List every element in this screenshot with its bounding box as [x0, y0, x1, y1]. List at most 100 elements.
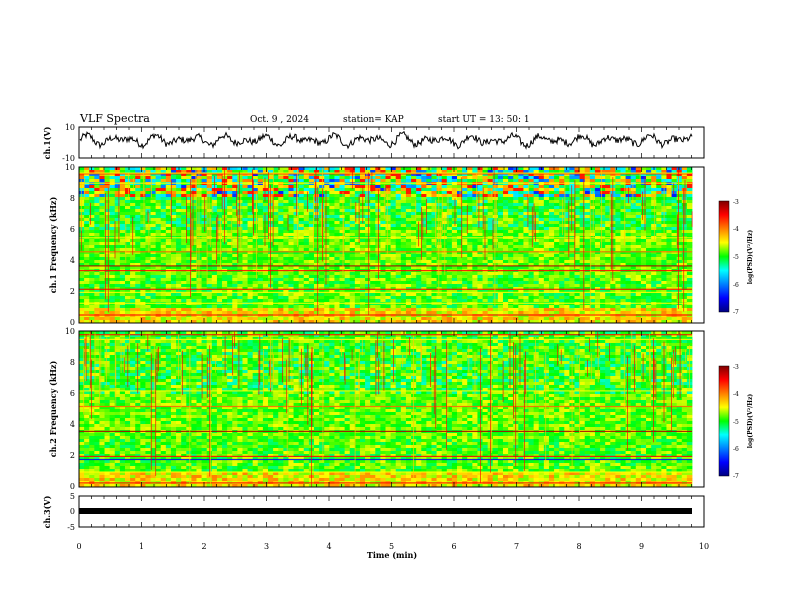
spec1-spike-66 — [198, 170, 200, 290]
spec1-spike-91 — [325, 190, 327, 285]
ch3-waveform-panel: 5 0 -5 ch.3(V) — [42, 492, 705, 532]
spec1-spike-48 — [601, 169, 602, 252]
spec1-spike-43 — [147, 210, 149, 223]
spec2-spike-129 — [421, 344, 422, 373]
ch1-cb-tick-m7: -7 — [733, 309, 739, 316]
spec1-spike-139 — [492, 219, 494, 250]
spec2-spike-1 — [491, 347, 492, 453]
spec2-spike-93 — [653, 358, 655, 383]
spec2-spike-103 — [672, 353, 674, 393]
spec2-band-3 — [79, 405, 692, 408]
spec2-spike-40 — [150, 353, 152, 470]
spec1-spike-54 — [568, 200, 570, 258]
ch2-freq-tick-2: 2 — [70, 451, 75, 460]
ch1-waveform-ylabel: ch.1(V) — [42, 126, 52, 159]
spec2-spike-25 — [341, 339, 342, 357]
spec1-spike-32 — [422, 212, 424, 240]
spec1-spike-94 — [186, 196, 187, 243]
spec2-spike-123 — [685, 349, 686, 362]
spec1-spike-85 — [220, 217, 221, 269]
spec1-spike-135 — [238, 171, 240, 227]
start-ut-label: start UT = 13: 50: 1 — [438, 115, 530, 125]
spec2-spike-76 — [413, 335, 414, 479]
time-tick-10: 10 — [699, 542, 709, 551]
spec2-spike-114 — [178, 334, 179, 380]
ch3-waveform-ylabel: ch.3(V) — [42, 495, 52, 528]
spec1-spike-79 — [527, 194, 529, 228]
spec1-spike-53 — [415, 200, 417, 220]
spec2-spike-45 — [406, 342, 408, 359]
spec1-spike-80 — [609, 191, 611, 229]
spec2-spike-132 — [634, 345, 635, 392]
ch2-spectrogram-ylabel: ch.2 Frequency (kHz) — [48, 361, 58, 458]
spec2-spike-33 — [224, 335, 226, 377]
spec1-spike-27 — [307, 191, 308, 212]
spec1-spike-23 — [444, 216, 446, 276]
spec2-spike-47 — [623, 334, 625, 411]
spec2-spike-59 — [94, 331, 96, 383]
spec1-spike-11 — [132, 216, 134, 255]
spec2-spike-91 — [358, 349, 360, 401]
spec2-spike-81 — [311, 352, 312, 487]
spec1-spike-29 — [478, 192, 480, 229]
spec1-spike-73 — [105, 193, 106, 300]
spec2-spike-15 — [509, 331, 511, 389]
spec1-spike-107 — [683, 188, 685, 312]
spec1-spike-57 — [355, 201, 357, 223]
ch1-ytick-top: 10 — [65, 123, 75, 132]
spec1-spike-8 — [441, 195, 443, 235]
spec1-spike-59 — [592, 191, 594, 238]
spec1-spike-108 — [644, 176, 646, 231]
spec1-band-7 — [79, 288, 692, 290]
spec1-spike-86 — [440, 221, 441, 248]
spec1-spike-58 — [204, 194, 206, 232]
spec1-spike-30 — [691, 211, 693, 227]
spec1-spike-10 — [224, 167, 225, 244]
spec2-spike-70 — [378, 358, 380, 395]
spec2-spike-73 — [515, 344, 517, 467]
spec2-spike-111 — [571, 355, 573, 468]
spec1-band-3 — [79, 237, 692, 239]
spec2-spike-109 — [124, 357, 125, 373]
spec2-spike-115 — [480, 348, 481, 484]
spec1-spike-77 — [366, 171, 368, 205]
spec2-spike-49 — [671, 357, 672, 432]
ch1-spectrogram-image — [79, 167, 693, 324]
spec2-spike-16 — [649, 333, 650, 382]
spec1-spike-55 — [217, 214, 219, 242]
ch2-freq-tick-0: 0 — [70, 482, 75, 491]
spec2-spike-92 — [557, 344, 559, 366]
spec1-spike-45 — [590, 189, 592, 311]
spec1-spike-98 — [216, 217, 217, 265]
spec1-spike-44 — [642, 191, 643, 220]
spec2-spike-67 — [576, 344, 578, 362]
spec1-spike-17 — [350, 199, 352, 211]
spec1-spike-104 — [362, 185, 364, 224]
spec2-spike-107 — [609, 343, 610, 361]
spec2-spike-65 — [502, 360, 504, 402]
spec2-spike-124 — [99, 353, 100, 404]
spec2-spike-120 — [636, 352, 637, 370]
spec2-band-6 — [79, 458, 692, 461]
spec2-spike-38 — [535, 337, 536, 406]
spec1-spike-110 — [313, 195, 314, 248]
ch1-colorbar-label: log(PSD)(V²/Hz) — [747, 230, 754, 285]
ch2-spectrogram-yticks: 0 2 4 6 8 10 — [65, 327, 75, 491]
ch2-cb-tick-m5: -5 — [733, 419, 739, 426]
spec1-spike-18 — [628, 187, 629, 204]
spec2-spike-50 — [288, 338, 290, 382]
spec2-spike-64 — [271, 343, 273, 397]
spec1-spike-38 — [270, 184, 271, 288]
spec1-band-1 — [79, 172, 692, 174]
time-tick-5: 5 — [389, 542, 394, 551]
spec1-spike-132 — [418, 221, 419, 247]
spec1-spike-4 — [454, 198, 456, 226]
spec2-spike-88 — [305, 355, 307, 371]
spec2-spike-105 — [311, 346, 313, 427]
spec1-band-6 — [79, 270, 692, 272]
ch1-cb-tick-m5: -5 — [733, 254, 739, 261]
spec1-spike-39 — [128, 173, 129, 200]
spec2-spike-101 — [115, 355, 117, 406]
spec2-spike-116 — [682, 360, 684, 390]
